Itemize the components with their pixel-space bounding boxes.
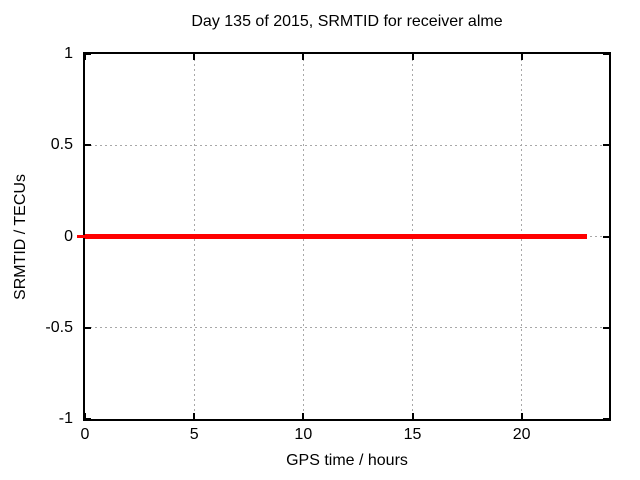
y-tick-label: 0.5 [50,136,73,154]
tick-mark-y-right [603,144,609,147]
chart-title: Day 135 of 2015, SRMTID for receiver alm… [191,13,503,30]
x-tick-label: 15 [403,426,422,443]
plot-area [77,52,611,421]
y-tick-label: -0.5 [45,318,73,336]
x-tick-label: 5 [189,426,199,443]
tick-mark-y-left [85,418,91,420]
data-line [85,234,588,239]
tick-mark-y-right [603,326,609,329]
tick-mark-y-right [603,235,609,238]
tick-mark-x-bottom [411,413,414,419]
tick-mark-x-bottom [84,413,86,419]
tick-mark-x-top [84,54,86,60]
tick-mark-x-bottom [520,413,523,419]
y-tick-label: -1 [58,410,73,427]
gridline-horizontal [85,144,609,146]
x-tick-label: 10 [294,426,313,443]
x-axis-label: GPS time / hours [286,452,408,469]
tick-mark-x-bottom [302,413,305,419]
tick-mark-y-left [85,144,91,147]
tick-mark-x-top [193,54,196,60]
tick-mark-y-left [85,326,91,329]
y-tick-label: 0 [64,227,73,245]
tick-mark-x-top [411,54,414,60]
y-tick-label: 1 [64,45,73,62]
series-end-cap [77,235,85,238]
gridline-horizontal [85,327,609,329]
tick-mark-x-top [520,54,523,60]
x-tick-label: 0 [80,426,90,443]
tick-mark-y-right [603,418,609,420]
tick-mark-x-top [302,54,305,60]
tick-mark-y-right [603,53,609,55]
x-tick-label: 20 [512,426,531,443]
tick-mark-x-bottom [193,413,196,419]
tick-mark-y-left [85,53,91,55]
